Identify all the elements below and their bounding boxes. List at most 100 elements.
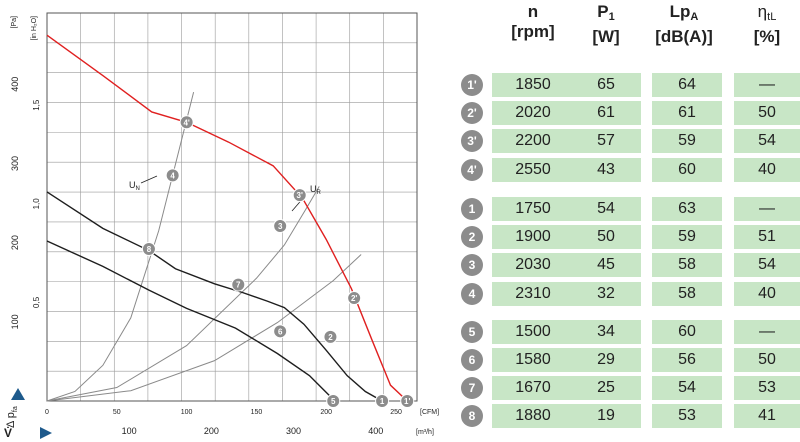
- operating-point-marker: 4': [179, 115, 194, 130]
- operating-point-label: 8: [147, 245, 152, 254]
- y-tick-pa: 400: [10, 77, 20, 92]
- curve-label-main: U: [129, 180, 136, 190]
- cell-speed: 2200: [492, 129, 574, 153]
- cell-sound: 59: [652, 129, 722, 153]
- header-p1-unit: [W]: [592, 27, 620, 46]
- operating-point-circle: [165, 168, 180, 183]
- y-tick-inh2o: 0,5: [32, 296, 41, 308]
- table-row: 5 1500 34 60 —: [458, 320, 800, 344]
- system-line: [46, 186, 320, 402]
- header-n-unit: [rpm]: [511, 22, 555, 41]
- header-eta-symbol: ηtL: [757, 2, 777, 23]
- operating-point-label: 1': [404, 397, 410, 406]
- header-eta: ηtL [%]: [734, 2, 800, 47]
- cell-sound: 59: [652, 225, 722, 249]
- y-tick-pa: 300: [10, 156, 20, 171]
- operating-point-marker: 4: [165, 168, 180, 183]
- cell-sound: 53: [652, 404, 722, 428]
- x-tick-m3h: 300: [286, 426, 301, 436]
- point-badge: 1': [461, 74, 483, 96]
- x-tick-cfm: 250: [390, 409, 402, 416]
- cell-sound: 56: [652, 348, 722, 372]
- operating-point-circle: [231, 277, 246, 292]
- cell-speed: 1500: [492, 320, 574, 344]
- y-axis-arrow-icon: [11, 388, 25, 400]
- x-tick-m3h: 100: [122, 426, 137, 436]
- x-tick-cfm: 150: [251, 409, 263, 416]
- cell-sound: 54: [652, 376, 722, 400]
- table-row: 1' 1850 65 64 —: [458, 73, 800, 97]
- y-axis-symbol-main: Δ p: [5, 412, 17, 428]
- table-row: 7 1670 25 54 53: [458, 376, 800, 400]
- y-tick-pa: 200: [10, 235, 20, 250]
- operating-point-label: 4': [183, 118, 189, 127]
- operating-point-label: 2': [351, 294, 357, 303]
- header-eta-sub: tL: [767, 11, 777, 23]
- cell-efficiency: 54: [734, 129, 800, 153]
- curve-label: UN: [129, 180, 140, 192]
- cell-power: 50: [571, 225, 641, 249]
- cell-speed: 1750: [492, 197, 574, 221]
- y-axis-symbol: Δ pfa: [5, 406, 19, 428]
- y-unit-inh2o-label: [in H₂O]: [31, 16, 38, 41]
- cell-speed: 2550: [492, 158, 574, 182]
- cell-power: 34: [571, 320, 641, 344]
- cell-sound: 64: [652, 73, 722, 97]
- cell-power: 25: [571, 376, 641, 400]
- operating-point-circle: [179, 115, 194, 130]
- operating-point-circle: [375, 394, 390, 408]
- header-n: n [rpm]: [492, 2, 574, 42]
- y-tick-inh2o: 1,0: [32, 198, 41, 210]
- cell-sound: 60: [652, 320, 722, 344]
- operating-point-label: 4: [170, 171, 175, 180]
- cell-efficiency: 40: [734, 158, 800, 182]
- operating-point-label: 5: [331, 397, 336, 406]
- header-lpa-sub: A: [690, 11, 699, 23]
- system-line: [46, 92, 195, 402]
- y-tick-pa: 100: [10, 314, 20, 329]
- point-badge: 1: [461, 198, 483, 220]
- cell-speed: 2310: [492, 282, 574, 306]
- operating-point-marker: 8: [141, 241, 156, 256]
- point-badge: 4': [461, 159, 483, 181]
- operating-point-circle: [273, 324, 288, 339]
- header-lpa: LpA [dB(A)]: [644, 2, 724, 47]
- fan-curve-line: [46, 191, 383, 402]
- table-row: 8 1880 19 53 41: [458, 404, 800, 428]
- table-row: 4' 2550 43 60 40: [458, 158, 800, 182]
- fan-curve-line: [46, 34, 408, 402]
- operating-point-marker: 1': [400, 394, 415, 408]
- point-badge: 5: [461, 321, 483, 343]
- x-unit-cfm-label: [CFM]: [420, 409, 439, 416]
- cell-power: 29: [571, 348, 641, 372]
- cell-power: 19: [571, 404, 641, 428]
- operating-point-marker: 3: [273, 219, 288, 234]
- cell-power: 45: [571, 253, 641, 277]
- operating-point-marker: 3': [292, 188, 307, 203]
- operating-point-label: 2: [328, 333, 333, 342]
- header-eta-unit: [%]: [753, 27, 781, 46]
- cell-speed: 1670: [492, 376, 574, 400]
- cell-power: 54: [571, 197, 641, 221]
- operating-point-marker: 2: [323, 329, 338, 344]
- cell-sound: 60: [652, 158, 722, 182]
- cell-efficiency: 51: [734, 225, 800, 249]
- cell-power: 57: [571, 129, 641, 153]
- x-tick-cfm: 0: [45, 409, 49, 416]
- table-row: 2' 2020 61 61 50: [458, 101, 800, 125]
- curve-label-leader: [140, 175, 158, 184]
- table-row: 4 2310 32 58 40: [458, 282, 800, 306]
- cell-speed: 1580: [492, 348, 574, 372]
- x-axis-arrow-icon: [40, 427, 52, 439]
- point-badge: 3': [461, 130, 483, 152]
- header-p1-symbol: P1: [597, 2, 615, 23]
- curve-label: UR: [310, 184, 322, 196]
- table-row: 1 1750 54 63 —: [458, 197, 800, 221]
- cell-efficiency: 40: [734, 282, 800, 306]
- table-row: 3' 2200 57 59 54: [458, 129, 800, 153]
- point-badge: 7: [461, 377, 483, 399]
- cell-efficiency: 50: [734, 348, 800, 372]
- point-badge: 6: [461, 349, 483, 371]
- operating-point-marker: 1: [375, 394, 390, 408]
- system-line: [46, 254, 362, 402]
